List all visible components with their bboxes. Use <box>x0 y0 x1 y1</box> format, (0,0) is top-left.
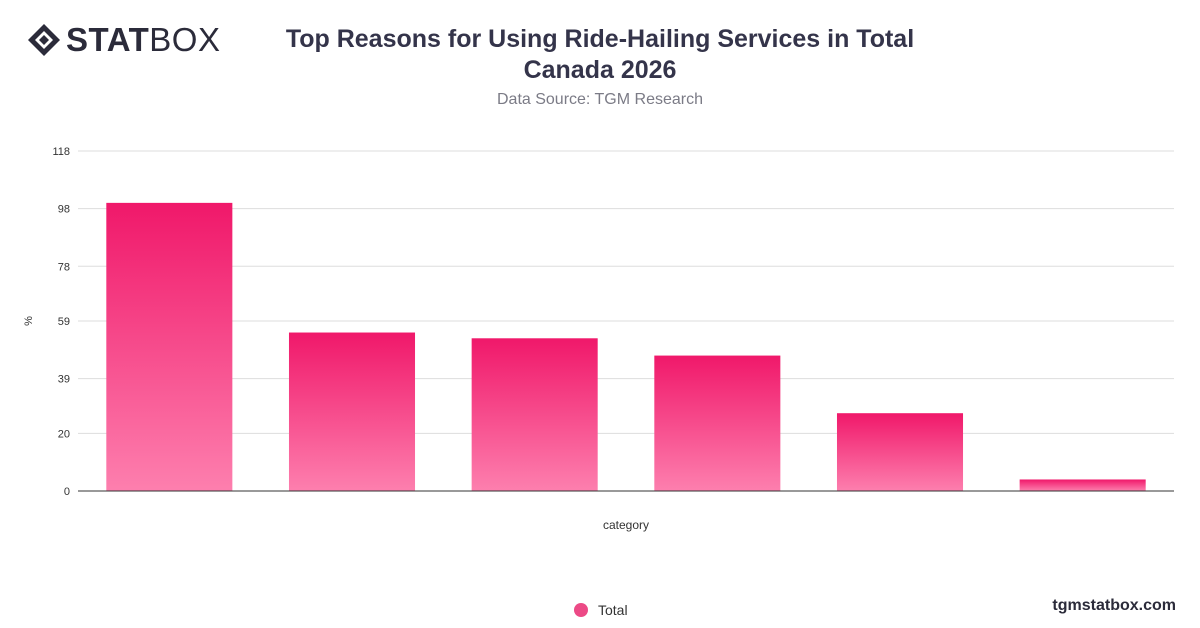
diamond-logo-icon <box>28 24 60 56</box>
bar-4[interactable] <box>654 355 781 491</box>
logo-text: STATBOX <box>66 22 220 58</box>
x-axis-label: category <box>603 518 649 532</box>
chart-subtitle: Data Source: TGM Research <box>496 91 703 108</box>
y-tick-label: 98 <box>58 204 70 216</box>
y-tick-label: 20 <box>58 428 70 440</box>
bar-2[interactable] <box>288 332 416 491</box>
website-footer: tgmstatbox.com <box>1052 597 1176 614</box>
legend[interactable]: Total <box>574 602 628 618</box>
y-axis-ticks: 0 20 39 59 78 98 118 <box>52 146 70 498</box>
legend-label: Total <box>598 602 628 618</box>
y-tick-label: 118 <box>52 146 70 158</box>
statbox-logo: STATBOX <box>26 22 220 58</box>
bar-6[interactable] <box>1019 479 1146 491</box>
legend-marker <box>574 603 588 617</box>
grid-lines <box>78 150 1174 434</box>
y-tick-label: 59 <box>58 316 70 328</box>
logo-text-bold: STAT <box>66 21 150 58</box>
bar-3[interactable] <box>471 338 598 491</box>
y-tick-label: 0 <box>64 486 70 498</box>
y-tick-label: 39 <box>58 374 70 386</box>
logo-text-light: BOX <box>149 21 221 58</box>
bars <box>106 202 1146 491</box>
chart-title: Top Reasons for Using Ride-Hailing Servi… <box>285 25 915 84</box>
y-tick-label: 78 <box>58 261 70 273</box>
y-axis-label: % <box>23 316 35 326</box>
bar-1[interactable] <box>106 202 233 491</box>
bar-5[interactable] <box>836 413 964 491</box>
